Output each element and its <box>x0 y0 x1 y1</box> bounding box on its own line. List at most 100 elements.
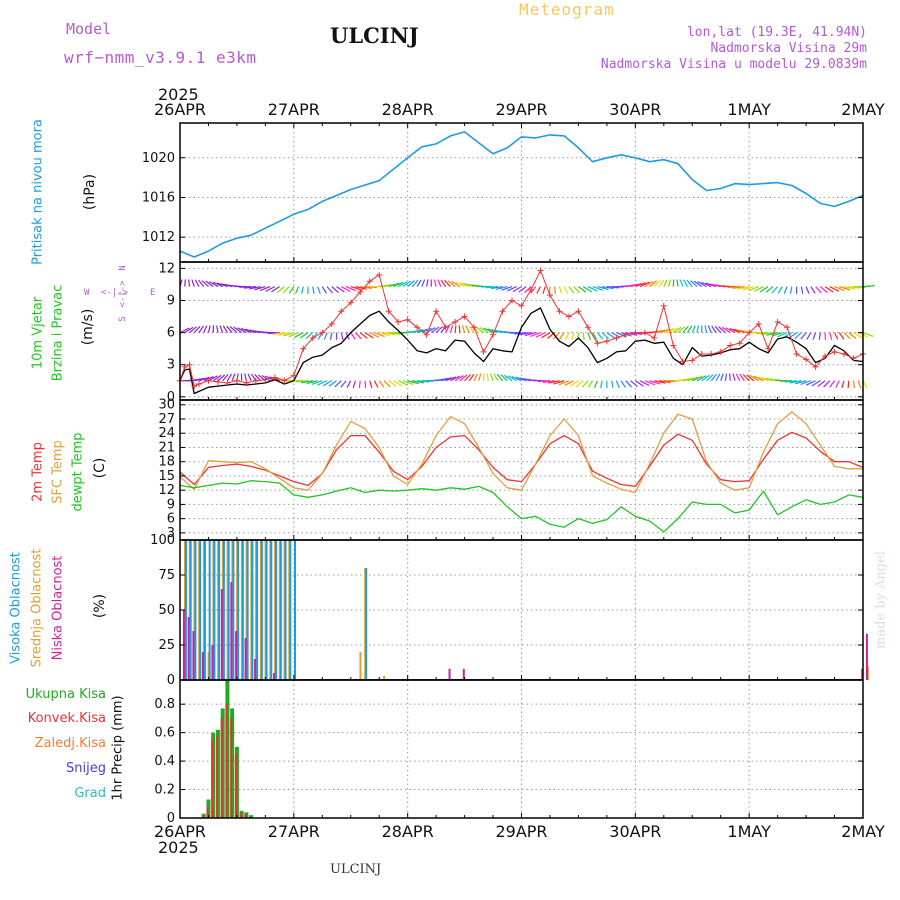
wind-vane <box>369 332 380 338</box>
model-name: wrf−nmm_v3.9.1 e3km <box>64 48 257 67</box>
wind-vane <box>606 332 615 339</box>
wind-vane <box>345 286 357 292</box>
time-label: 29APR <box>495 822 548 841</box>
wind-vane <box>323 332 328 340</box>
y-tick-label: 6 <box>167 326 175 341</box>
wind-vane <box>806 332 812 340</box>
gust-marker <box>537 267 544 274</box>
wind-vane <box>558 286 563 294</box>
y-tick-label: 18 <box>158 455 175 470</box>
wind-vane <box>294 332 304 338</box>
gust-marker <box>822 353 829 360</box>
wind-vane <box>600 380 603 389</box>
gust-marker <box>385 308 392 315</box>
wind-vane <box>783 286 788 294</box>
cloud-series-0 <box>184 540 368 680</box>
gust-marker <box>252 377 259 384</box>
wind-vane <box>732 286 745 289</box>
wind-vane <box>739 373 745 382</box>
wind-vane <box>853 332 863 339</box>
y-tick-label: 75 <box>158 568 175 583</box>
gust-marker <box>812 363 819 370</box>
wind-vane <box>843 332 851 340</box>
wind-title-line1: 10m Vjetar <box>30 296 46 370</box>
year-label-top: 2025 <box>158 85 199 104</box>
wind-vane <box>506 286 518 292</box>
wind-vane <box>732 373 736 381</box>
wind-vane <box>542 380 555 383</box>
gust-marker <box>793 351 800 357</box>
precip-bars <box>201 680 254 818</box>
wind-vane <box>686 279 693 287</box>
wind-vane <box>687 325 693 333</box>
wind-vane <box>299 332 309 339</box>
time-label: 26APR <box>153 100 207 119</box>
wind-vane <box>360 286 372 289</box>
wind-vane <box>541 332 551 339</box>
wind-vane <box>473 373 478 382</box>
conv-precip-bar <box>239 812 242 818</box>
wind-vane <box>848 332 857 339</box>
gust-marker <box>290 372 297 379</box>
wind-vane <box>754 286 764 292</box>
watermark: made by Angel <box>873 551 889 649</box>
wind-vane <box>193 325 201 334</box>
low-cloud-bar <box>462 668 465 680</box>
low-cloud-bar <box>220 589 223 680</box>
wind-vane <box>388 380 397 387</box>
wind-vane <box>587 332 591 340</box>
wind-vane <box>677 326 686 334</box>
wind-vane <box>219 325 224 333</box>
wind-vane <box>592 286 604 291</box>
wind-vane <box>217 374 226 382</box>
mid-cloud-bar <box>383 675 386 680</box>
temp-unit: (C) <box>92 457 108 479</box>
wind-vane <box>530 332 541 337</box>
conv-precip-bar <box>234 753 237 818</box>
gust-marker <box>736 340 743 347</box>
high-cloud-bar <box>365 568 368 680</box>
gust-marker <box>347 299 354 306</box>
precip-legend-conv: Konvek.Kisa <box>27 711 106 726</box>
temp-2m-line <box>179 431 864 488</box>
wind-vane <box>374 332 385 338</box>
wind-vane <box>759 286 769 293</box>
wind-vane <box>644 280 654 288</box>
wind-vane <box>663 279 668 287</box>
wind-vane <box>654 380 666 384</box>
conv-precip-bar <box>201 815 204 818</box>
gust-marker <box>300 345 307 352</box>
gust-marker <box>603 338 610 345</box>
wind-vane <box>693 280 703 288</box>
wind-vane <box>288 332 299 338</box>
wind-vane <box>449 325 454 333</box>
wind-vane <box>593 380 598 388</box>
wind-vane <box>316 286 321 294</box>
time-label: 26APR <box>153 822 207 841</box>
wind-vane <box>296 380 309 383</box>
wind-title-line2: Brzina i Pravac <box>50 284 66 382</box>
wind-vane <box>305 332 314 340</box>
gust-marker <box>271 374 278 381</box>
wind-vane <box>490 286 503 290</box>
gust-marker <box>395 318 402 325</box>
wind-vane <box>679 279 684 287</box>
wind-vane <box>823 380 831 388</box>
gust-marker <box>774 318 781 325</box>
wind-vane <box>672 326 682 334</box>
gust-marker <box>527 286 534 293</box>
wind-unit: (m/s) <box>80 308 96 346</box>
low-cloud-bar <box>201 652 204 680</box>
wind-vane <box>512 286 522 293</box>
wind-vane <box>696 375 707 382</box>
y-tick-label: 3 <box>167 358 175 373</box>
wind-vane <box>742 374 750 382</box>
conv-precip-bar <box>220 718 223 818</box>
wind-vane <box>596 332 604 340</box>
y-tick-label: 15 <box>158 469 175 484</box>
wind-vane <box>587 286 598 292</box>
gust-marker <box>319 329 326 336</box>
wind-vane <box>407 280 415 288</box>
wind-vane <box>658 328 670 334</box>
wind-vane <box>847 380 850 388</box>
